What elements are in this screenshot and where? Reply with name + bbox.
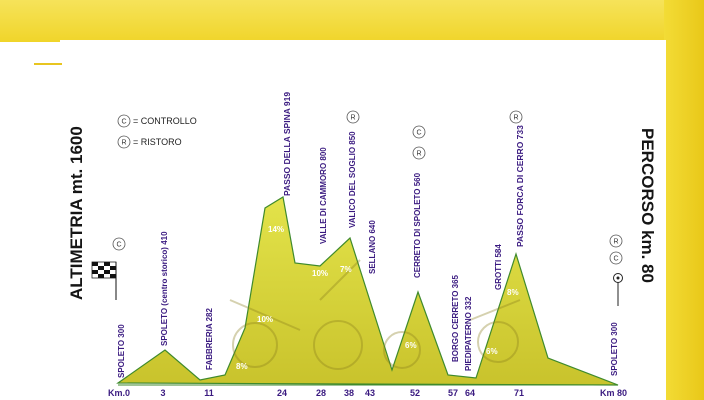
service-badge-circle — [509, 110, 523, 124]
service-badge-circle — [346, 110, 360, 124]
legend-controllo-badge — [117, 114, 131, 128]
legend-ristoro-symbol: R — [122, 140, 127, 147]
altimetry-title: ALTIMETRIA mt. 1600 — [67, 126, 86, 300]
service-badge-circle — [609, 234, 623, 248]
km-tick-label: 64 — [465, 388, 475, 398]
service-badge-letter: R — [613, 239, 618, 246]
gradient-percent-label: 10% — [257, 315, 273, 324]
legend-ristoro-badge — [117, 135, 131, 149]
gradient-labels: 8% 10% 14% 10% 7% 6% 8% 6% — [236, 225, 519, 371]
km-tick-label: 11 — [204, 388, 214, 398]
yellow-side-band — [664, 0, 704, 400]
route-title: PERCORSO km. 80 — [638, 128, 657, 283]
service-badge-letter: R — [513, 115, 518, 122]
yellow-header-band — [0, 0, 704, 42]
km-end-label: Km 80 — [600, 388, 627, 398]
gradient-percent-label: 14% — [268, 225, 284, 234]
place-label: VALICO DEL SOGLIO 850 — [348, 131, 357, 228]
place-label: CERRETO DI SPOLETO 560 — [413, 172, 422, 278]
service-badge-circle — [412, 125, 426, 139]
checkered-flag-icon — [91, 261, 117, 300]
place-label: FABBRERIA 282 — [205, 308, 214, 370]
legend-controllo-symbol: C — [122, 119, 127, 126]
place-labels: SPOLETO 300 SPOLETO (centro storico) 410 F… — [117, 92, 619, 378]
km-tick-label: 52 — [410, 388, 420, 398]
place-label: VALLE DI CAMMORO 800 — [319, 147, 328, 244]
finish-marker-icon — [613, 273, 623, 306]
service-badge-letter: R — [350, 115, 355, 122]
service-badge-circle — [112, 237, 126, 251]
place-label: PASSO FORCA DI CERRO 733 — [515, 125, 525, 247]
service-badge-circle — [412, 146, 426, 160]
km-tick-label: 43 — [365, 388, 375, 398]
place-label: BORGO CERRETO 365 — [451, 274, 460, 362]
place-label: SPOLETO 300 — [117, 324, 126, 378]
service-badge-circle — [609, 251, 623, 265]
place-label: PIEDIPATERNO 332 — [464, 296, 473, 371]
legend-ristoro-label: = RISTORO — [133, 137, 182, 147]
service-badge-letter: C — [613, 256, 618, 263]
place-label: SELLANO 640 — [368, 220, 377, 274]
service-badge-letter: R — [416, 151, 421, 158]
place-label: SPOLETO 300 — [610, 322, 619, 376]
service-badges: C R C R R R C — [112, 110, 623, 265]
service-badge-letter: C — [116, 242, 121, 249]
km-tick-label: 3 — [160, 388, 165, 398]
km-tick-label: 71 — [514, 388, 524, 398]
gradient-percent-label: 6% — [405, 341, 417, 350]
km-tick-labels: 3 11 24 28 38 43 52 57 64 71 — [160, 388, 524, 398]
gradient-percent-label: 8% — [236, 362, 248, 371]
place-label: SPOLETO (centro storico) 410 — [160, 231, 169, 346]
km-start-label: Km.0 — [108, 388, 130, 398]
km-tick-label: 24 — [277, 388, 287, 398]
legend: C = CONTROLLO R = RISTORO — [117, 114, 197, 149]
gradient-percent-label: 10% — [312, 269, 328, 278]
gradient-percent-label: 8% — [507, 288, 519, 297]
service-badge-letter: C — [416, 130, 421, 137]
km-tick-label: 28 — [316, 388, 326, 398]
elevation-profile — [116, 196, 619, 386]
place-label: GROTTI 584 — [494, 244, 503, 290]
gradient-percent-label: 7% — [340, 265, 352, 274]
legend-controllo-label: = CONTROLLO — [133, 116, 197, 126]
place-label: PASSO DELLA SPINA 919 — [282, 92, 292, 196]
km-tick-label: 38 — [344, 388, 354, 398]
cyclists-photo — [229, 259, 521, 370]
gradient-percent-label: 6% — [486, 347, 498, 356]
km-tick-label: 57 — [448, 388, 458, 398]
